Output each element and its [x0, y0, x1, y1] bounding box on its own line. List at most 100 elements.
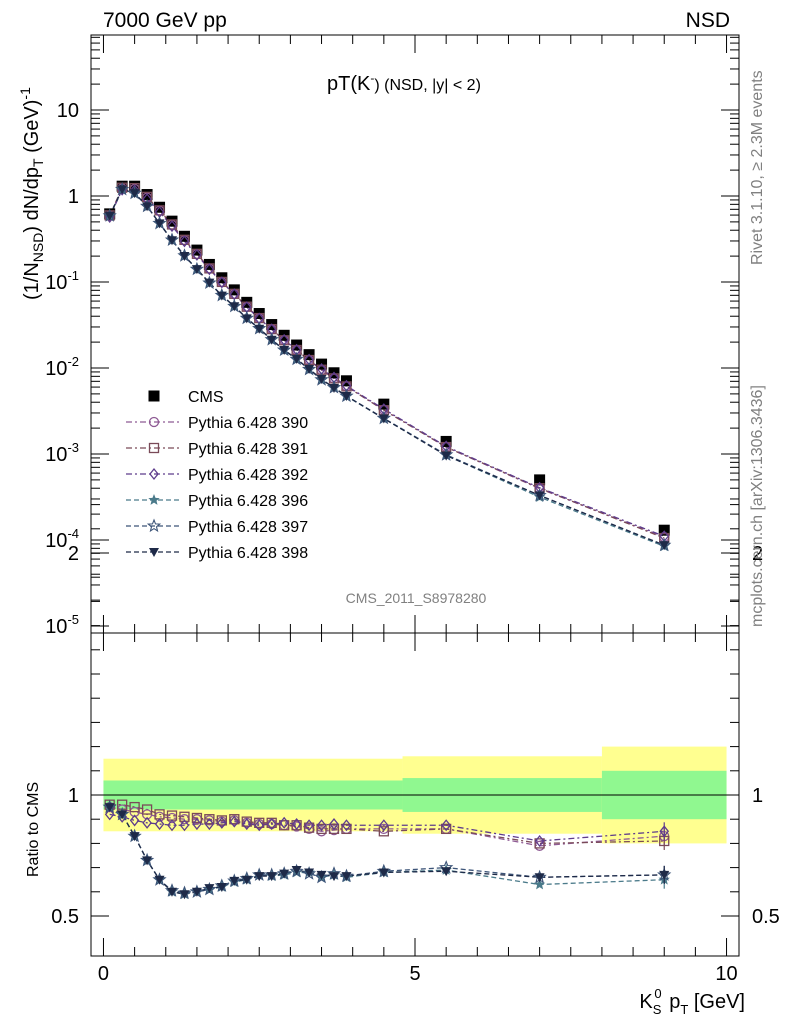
series-point-main: [229, 302, 240, 312]
series-point-main: [204, 278, 215, 288]
series-point-main: [266, 335, 277, 345]
header-left: 7000 GeV pp: [103, 9, 227, 32]
series-point-ratio: [241, 875, 252, 885]
series-point-main: [117, 185, 128, 195]
series-point-ratio: [316, 823, 327, 835]
series-point-main: [104, 211, 115, 221]
axis-tick-labels: 10 1 10-1 10-2 10-3 10-4 10-5 0 5 10 0.5 0.5 1 1 2 2: [45, 100, 780, 985]
series-point-ratio: [314, 869, 329, 884]
series-line-ratio-5: [109, 806, 665, 895]
series-point-ratio: [533, 878, 546, 890]
x-axis-label: KS0 pT [GeV]: [639, 986, 745, 1017]
cms-point: [534, 474, 546, 486]
y-tick-label: 10-5: [45, 612, 79, 638]
analysis-watermark: CMS_2011_S8978280: [346, 590, 487, 606]
series-point-ratio: [216, 815, 227, 826]
y-tick-label: 10-1: [45, 268, 79, 294]
series-point-ratio: [266, 872, 277, 882]
legend: CMS Pythia 6.428 390 Pythia 6.428 391 Pythi…: [126, 389, 308, 562]
series-point-ratio: [154, 875, 165, 885]
series-point-ratio: [329, 817, 339, 831]
series-line-main-2: [109, 189, 665, 537]
series-point-main: [254, 324, 265, 334]
series-point-ratio: [378, 868, 389, 878]
series-point-ratio: [378, 826, 389, 837]
series-point-ratio: [254, 872, 265, 882]
series-line-main-1: [109, 187, 665, 539]
series-line-ratio-1: [109, 804, 665, 845]
ratio-y-tick-label-left: 2: [68, 543, 79, 565]
series-point-main: [341, 392, 352, 402]
ratio-y-tick-label-right: 0.5: [752, 906, 780, 928]
series-point-main: [241, 314, 252, 324]
series-point-ratio: [204, 884, 215, 894]
rivet-label: Rivet 3.1.10, ≥ 2.3M events: [749, 70, 766, 265]
series-point-main: [659, 541, 670, 551]
y-tick-label: 10-3: [45, 440, 79, 466]
series-point-ratio: [167, 887, 177, 897]
ratio-y-tick-label-right: 2: [752, 543, 763, 565]
series-point-ratio: [167, 819, 177, 832]
series-point-ratio: [279, 869, 290, 879]
series-point-main: [191, 265, 202, 275]
axis-ticks: [91, 35, 739, 956]
series-point-ratio: [254, 819, 265, 832]
series-point-ratio: [316, 819, 327, 832]
legend-label: Pythia 6.428 390: [188, 415, 308, 432]
series-point-ratio: [229, 815, 240, 828]
x-tick-label: 10: [715, 963, 737, 985]
series-point-ratio: [104, 808, 115, 821]
series-point-ratio: [441, 867, 452, 877]
plot-title-tail: ) (NSD, |y| < 2): [374, 77, 481, 94]
series-point-ratio: [303, 822, 315, 833]
series-point-ratio: [142, 816, 152, 829]
series-point-ratio: [441, 823, 452, 835]
series-point-ratio: [117, 810, 128, 820]
series-point-main: [204, 263, 215, 276]
series-point-main: [216, 291, 227, 301]
legend-marker: [146, 518, 162, 533]
series-point-ratio: [341, 872, 352, 882]
series-point-main: [142, 202, 153, 212]
series-point-ratio: [229, 876, 240, 886]
series-point-ratio: [304, 868, 315, 878]
series-point-main: [291, 354, 302, 364]
ratio-y-axis-label: Ratio to CMS: [25, 782, 42, 877]
y-tick-label: 10-4: [45, 526, 79, 552]
series-point-ratio: [179, 819, 190, 832]
ratio-y-tick-label-left: 0.5: [51, 906, 79, 928]
x-tick-label: 5: [409, 963, 420, 985]
series-point-ratio: [266, 817, 277, 831]
series-point-main: [167, 220, 177, 233]
series-point-main: [441, 451, 452, 461]
series-point-ratio: [191, 887, 202, 897]
series-line-main-5: [109, 188, 665, 546]
series-point-main: [304, 365, 315, 375]
ratio-y-tick-label-right: 1: [752, 785, 763, 807]
series-point-main: [179, 251, 190, 261]
series-point-main: [217, 276, 227, 289]
plot-title: pT(K-) (NSD, |y| < 2): [327, 71, 481, 95]
series-point-main: [154, 219, 165, 229]
cms-point: [658, 524, 670, 536]
series-point-ratio: [129, 814, 140, 827]
legend-marker: [149, 548, 159, 557]
series-point-ratio: [142, 856, 153, 866]
series-point-ratio: [241, 816, 252, 827]
legend-marker: [148, 442, 160, 454]
series-point-ratio: [229, 814, 240, 825]
plot-title-sup: -: [370, 71, 374, 85]
series-point-ratio: [341, 819, 352, 832]
series-line-ratio-3: [109, 806, 665, 895]
series-point-main: [316, 375, 327, 385]
y-tick-label: 10-2: [45, 354, 79, 380]
x-tick-label: 0: [98, 963, 109, 985]
series-point-ratio: [129, 801, 140, 813]
series-point-ratio: [204, 817, 215, 831]
legend-label: Pythia 6.428 397: [188, 519, 308, 536]
series-point-ratio: [534, 834, 545, 848]
series-point-ratio: [441, 819, 451, 832]
series-line-ratio-2: [109, 813, 665, 842]
series-line-ratio-0: [109, 806, 665, 847]
